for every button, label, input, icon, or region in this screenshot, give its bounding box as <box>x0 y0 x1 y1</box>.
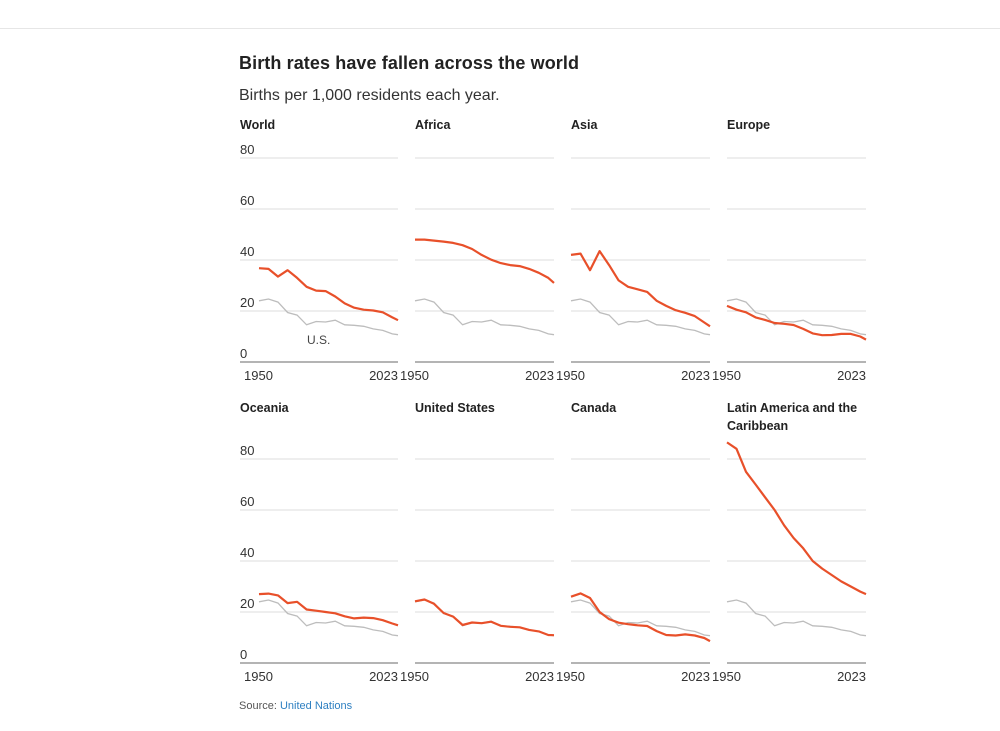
us-comparison-line <box>414 298 555 336</box>
us-comparison-line <box>258 599 399 637</box>
region-series-line <box>258 592 399 627</box>
x-tick-label: 1950 <box>244 368 273 383</box>
y-tick-label: 40 <box>240 244 254 259</box>
panel-title: United States <box>415 401 495 415</box>
x-tick-label: 1950 <box>556 669 585 684</box>
source-link[interactable]: United Nations <box>279 700 353 712</box>
region-series-line <box>726 304 867 341</box>
x-tick-label: 1950 <box>400 368 429 383</box>
y-tick-label: 0 <box>240 346 247 361</box>
x-tick-label: 2023 <box>369 669 398 684</box>
panel-title: Canada <box>571 401 617 415</box>
chart-title: Birth rates have fallen across the world <box>239 53 580 73</box>
y-tick-label: 60 <box>240 193 254 208</box>
region-series-line <box>414 598 555 637</box>
x-tick-label: 1950 <box>556 368 585 383</box>
x-tick-label: 2023 <box>681 669 710 684</box>
panel-title: Africa <box>415 118 451 132</box>
x-tick-label: 2023 <box>837 368 866 383</box>
x-tick-label: 2023 <box>525 368 554 383</box>
panel-title: World <box>240 118 275 132</box>
us-comparison-line <box>258 298 399 336</box>
y-tick-label: 0 <box>240 647 247 662</box>
panel-title: Asia <box>571 118 598 132</box>
top-divider <box>0 28 1000 29</box>
y-tick-label: 40 <box>240 545 254 560</box>
x-tick-label: 1950 <box>712 368 741 383</box>
panel-title: Europe <box>727 118 770 132</box>
x-tick-label: 2023 <box>525 669 554 684</box>
y-tick-label: 80 <box>240 142 254 157</box>
region-series-line <box>570 250 711 328</box>
source-label: Source: <box>239 700 280 712</box>
us-comparison-line <box>726 298 867 336</box>
x-tick-label: 1950 <box>712 669 741 684</box>
us-line-annotation: U.S. <box>307 333 330 347</box>
region-series-line <box>726 441 867 596</box>
region-series-line <box>258 267 399 322</box>
panel-title: Oceania <box>240 401 290 415</box>
x-tick-label: 2023 <box>837 669 866 684</box>
x-tick-label: 2023 <box>681 368 710 383</box>
region-series-line <box>570 592 711 643</box>
us-comparison-line <box>726 599 867 637</box>
chart-subtitle: Births per 1,000 residents each year. <box>239 87 500 104</box>
panel-title: Latin America and the Caribbean <box>727 401 857 433</box>
y-tick-label: 20 <box>240 596 254 611</box>
y-tick-label: 60 <box>240 494 254 509</box>
x-tick-label: 1950 <box>244 669 273 684</box>
us-comparison-line <box>570 298 711 336</box>
region-series-line <box>415 238 555 284</box>
x-tick-label: 1950 <box>400 669 429 684</box>
source-note: Source: United Nations <box>239 700 352 712</box>
y-tick-label: 80 <box>240 443 254 458</box>
us-comparison-line <box>570 599 711 637</box>
y-tick-label: 20 <box>240 295 254 310</box>
x-tick-label: 2023 <box>369 368 398 383</box>
